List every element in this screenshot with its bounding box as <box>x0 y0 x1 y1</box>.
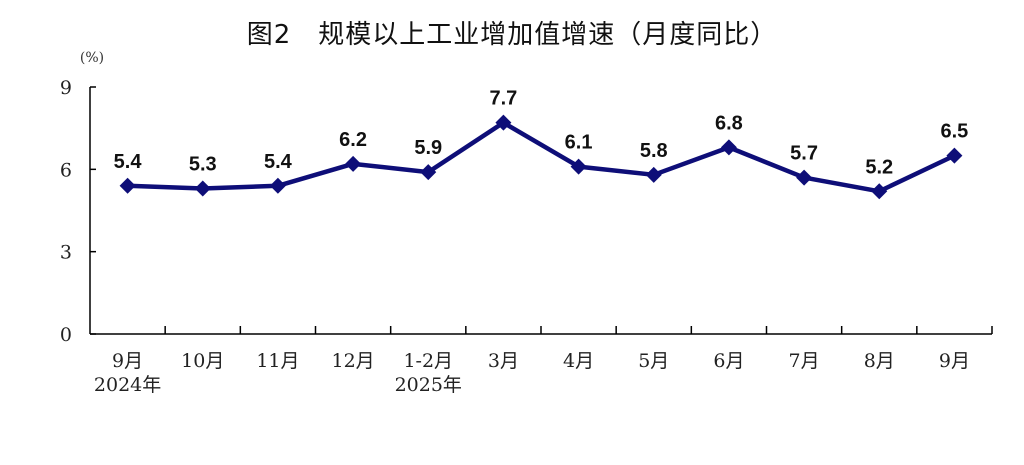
y-tick-label: 0 <box>60 324 72 346</box>
data-label: 5.8 <box>640 140 668 162</box>
data-point <box>345 155 362 172</box>
x-tick-label: 7月 <box>789 350 820 372</box>
data-point <box>871 183 888 200</box>
data-point <box>570 158 587 175</box>
x-tick-label: 11月 <box>256 350 299 372</box>
y-axis-unit-label: (%) <box>80 50 104 66</box>
x-tick-label: 9月 <box>939 350 970 372</box>
x-tick-label: 10月 <box>181 350 224 372</box>
data-point <box>269 177 286 194</box>
y-tick-label: 6 <box>60 159 72 181</box>
x-tick-label: 1-2月 <box>403 350 453 372</box>
data-label: 6.1 <box>565 132 593 154</box>
x-tick-label: 9月 <box>112 350 143 372</box>
x-tick-label: 5月 <box>638 350 669 372</box>
data-point <box>495 114 512 131</box>
data-label: 6.2 <box>339 129 367 151</box>
x-tick-label: 4月 <box>563 350 594 372</box>
data-label: 5.9 <box>414 137 442 159</box>
data-label: 5.4 <box>114 151 143 173</box>
data-label: 5.2 <box>865 156 893 178</box>
x-tick-label: 8月 <box>864 350 895 372</box>
y-tick-label: 3 <box>60 242 72 264</box>
data-label: 7.7 <box>490 88 518 110</box>
data-label: 6.5 <box>941 121 969 143</box>
data-point <box>645 166 662 183</box>
data-label: 5.3 <box>189 154 217 176</box>
data-label: 5.7 <box>790 143 818 165</box>
data-point <box>420 164 437 181</box>
y-tick-label: 9 <box>60 77 72 99</box>
x-tick-label: 2024年 <box>94 374 161 396</box>
series-line <box>127 120 956 194</box>
x-tick-label: 6月 <box>713 350 744 372</box>
data-point <box>194 180 211 197</box>
chart-title: 图2 规模以上工业增加值增速（月度同比） <box>246 20 778 50</box>
data-point <box>796 169 813 186</box>
data-point <box>119 177 136 194</box>
data-marks: 5.4 5.3 5.4 6.2 5.9 7.7 6.1 5.8 6.8 5.7 5.2 6.5 <box>114 88 969 200</box>
x-tick-label: 12月 <box>331 350 374 372</box>
data-point <box>720 139 737 156</box>
data-point <box>946 147 963 164</box>
x-tick-label: 2025年 <box>395 374 462 396</box>
data-label: 5.4 <box>264 151 293 173</box>
x-tick-label: 3月 <box>488 350 519 372</box>
data-label: 6.8 <box>715 112 743 134</box>
